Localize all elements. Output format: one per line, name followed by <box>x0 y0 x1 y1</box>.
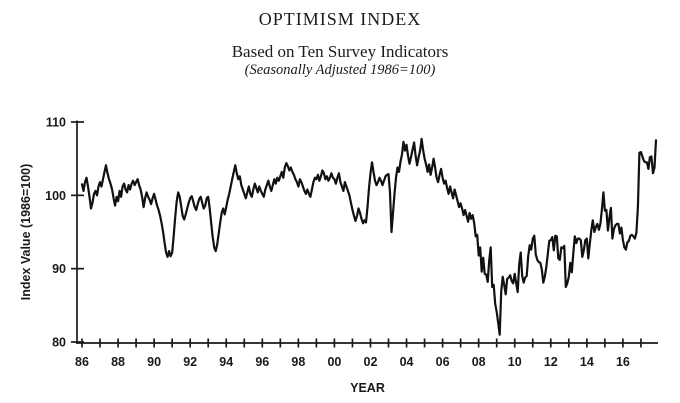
x-tick-label: 02 <box>364 355 378 369</box>
series-line <box>80 137 658 336</box>
x-tick-label: 10 <box>508 355 522 369</box>
x-tick-label: 08 <box>472 355 486 369</box>
x-tick-label: 90 <box>147 355 161 369</box>
y-tick-label: 90 <box>52 262 66 276</box>
x-tick-label: 92 <box>183 355 197 369</box>
x-tick-label: 96 <box>255 355 269 369</box>
x-tick-label: 04 <box>400 355 414 369</box>
x-tick-label: 00 <box>327 355 341 369</box>
x-tick-label: 98 <box>291 355 305 369</box>
chart-title: OPTIMISM INDEX <box>258 9 422 29</box>
x-axis-title: YEAR <box>350 381 385 395</box>
x-tick-label: 06 <box>436 355 450 369</box>
x-tick-label: 12 <box>544 355 558 369</box>
y-tick-label: 110 <box>46 116 66 130</box>
chart-subtitle-note: (Seasonally Adjusted 1986=100) <box>244 62 436 78</box>
x-tick-label: 14 <box>580 355 594 369</box>
y-tick-label: 100 <box>45 189 66 203</box>
x-tick-label: 86 <box>75 355 89 369</box>
x-tick-label: 94 <box>219 355 233 369</box>
x-tick-label: 88 <box>111 355 125 369</box>
x-tick-label: 16 <box>616 355 630 369</box>
chart-subtitle: Based on Ten Survey Indicators <box>231 42 449 61</box>
y-tick-label: 80 <box>52 336 66 350</box>
y-axis-title: Index Value (1986=100) <box>19 164 33 301</box>
